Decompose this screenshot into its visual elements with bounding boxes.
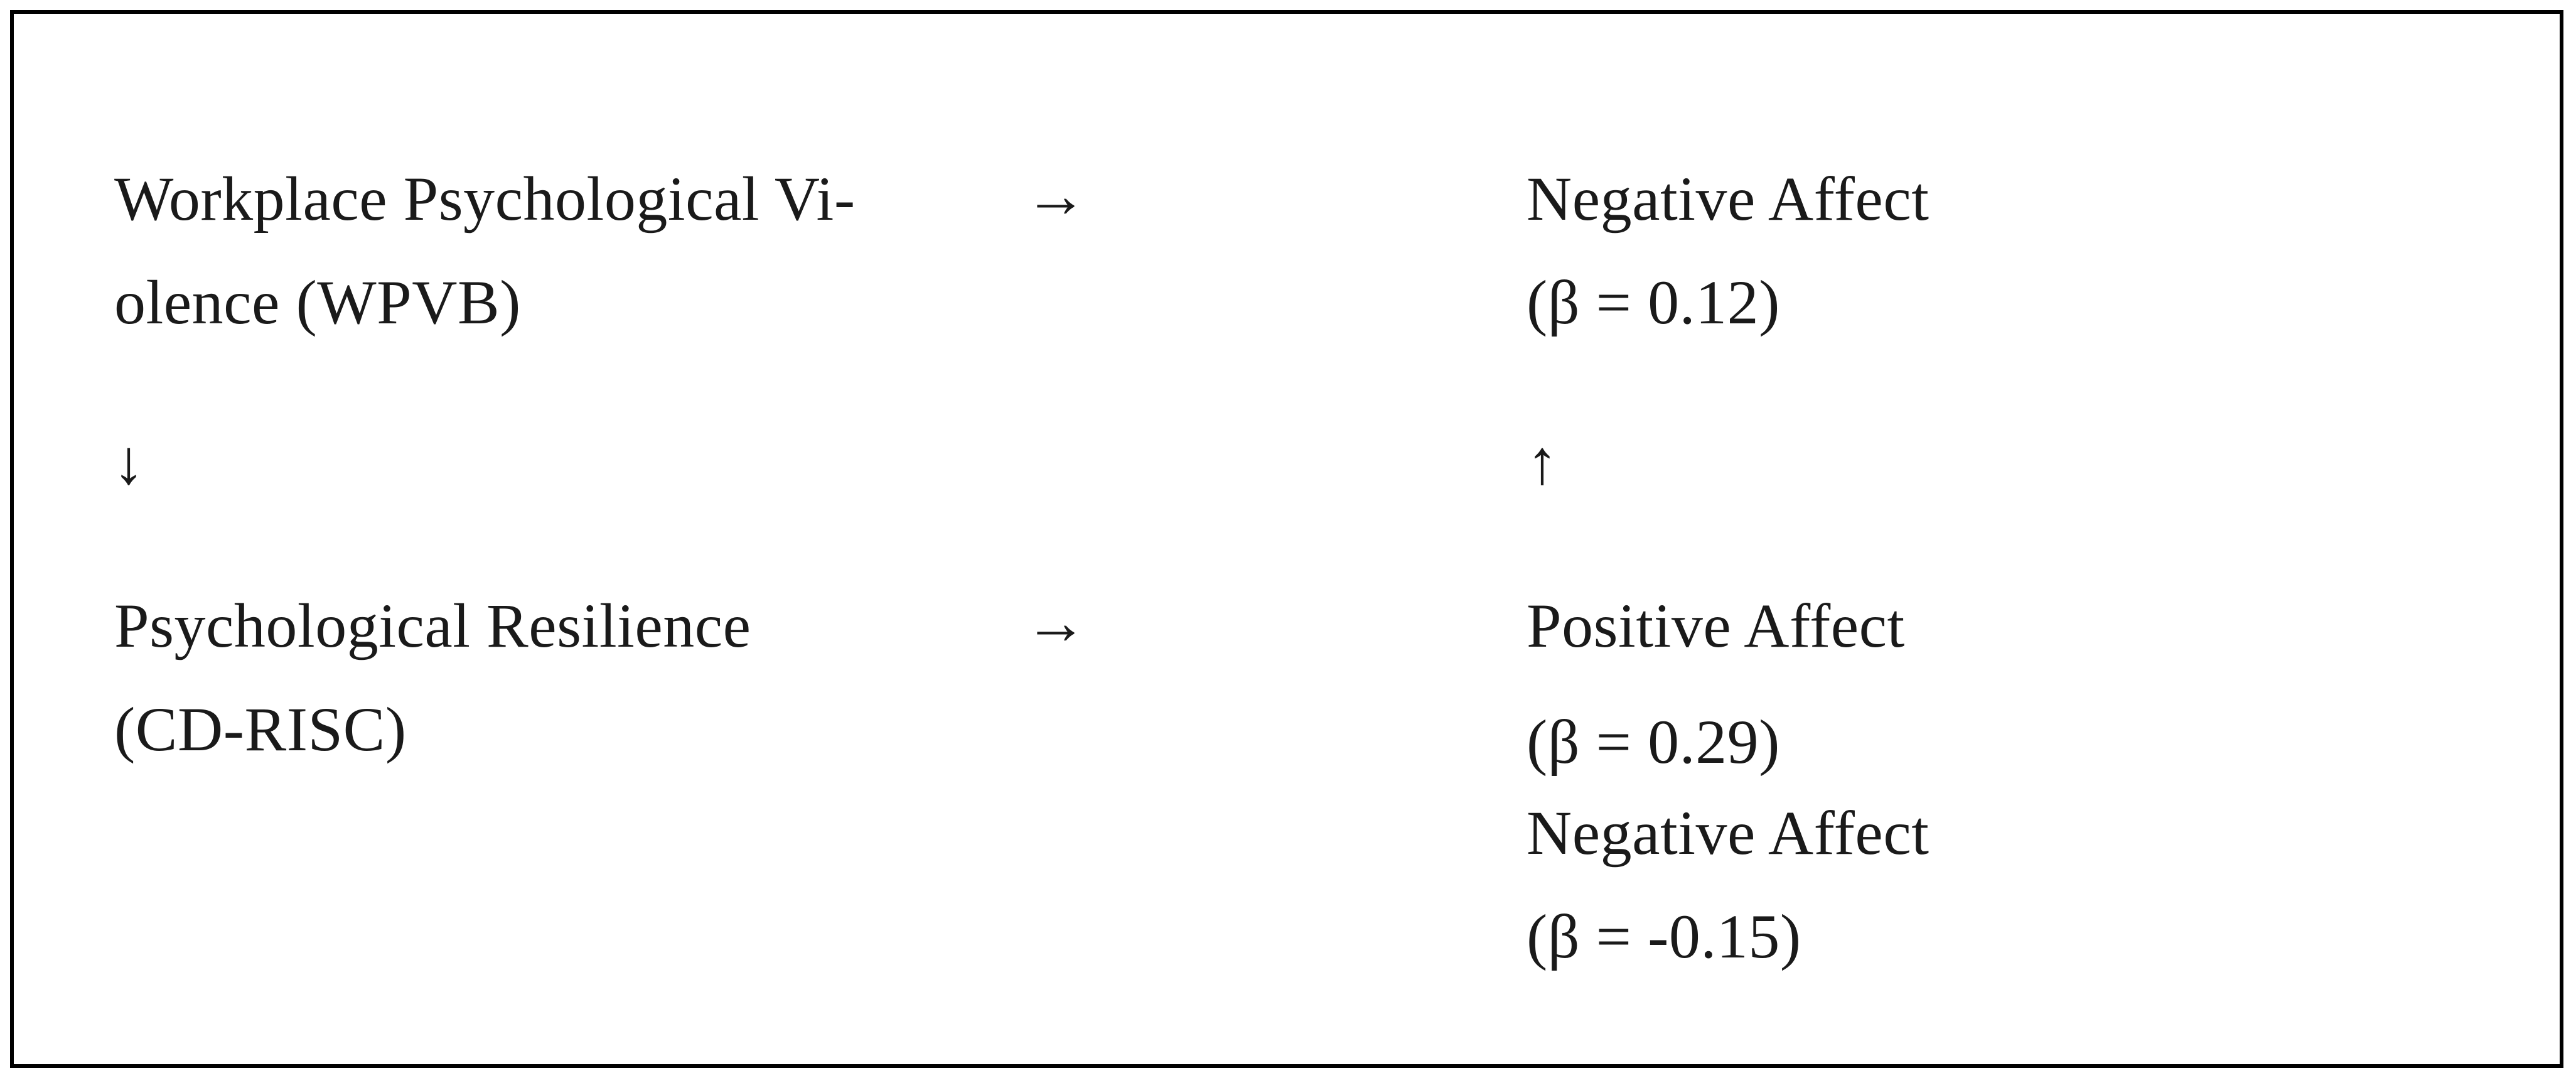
- negative-affect-top-beta: (β = 0.12): [1527, 267, 1780, 337]
- negative-affect-bottom-beta: (β = -0.15): [1527, 902, 1801, 971]
- arrow-down-left: ↓: [113, 428, 144, 497]
- positive-affect-label: Positive Affect: [1527, 591, 1905, 660]
- arrow-up-right: ↑: [1527, 428, 1558, 497]
- negative-affect-top-label: Negative Affect: [1527, 164, 1929, 234]
- negative-affect-bottom-label: Negative Affect: [1527, 798, 1929, 868]
- cd-risc-label-line1: Psychological Resilience: [114, 591, 751, 660]
- arrow-right-top: →: [1024, 161, 1087, 230]
- wpvb-label-line1: Workplace Psychological Vi-: [114, 164, 856, 234]
- diagram-frame: Workplace Psychological Vi- olence (WPVB…: [10, 10, 2563, 1068]
- positive-affect-beta: (β = 0.29): [1527, 707, 1780, 777]
- arrow-right-bottom: →: [1024, 588, 1087, 657]
- wpvb-label-line2: olence (WPVB): [114, 267, 521, 337]
- cd-risc-label-line2: (CD-RISC): [114, 694, 407, 764]
